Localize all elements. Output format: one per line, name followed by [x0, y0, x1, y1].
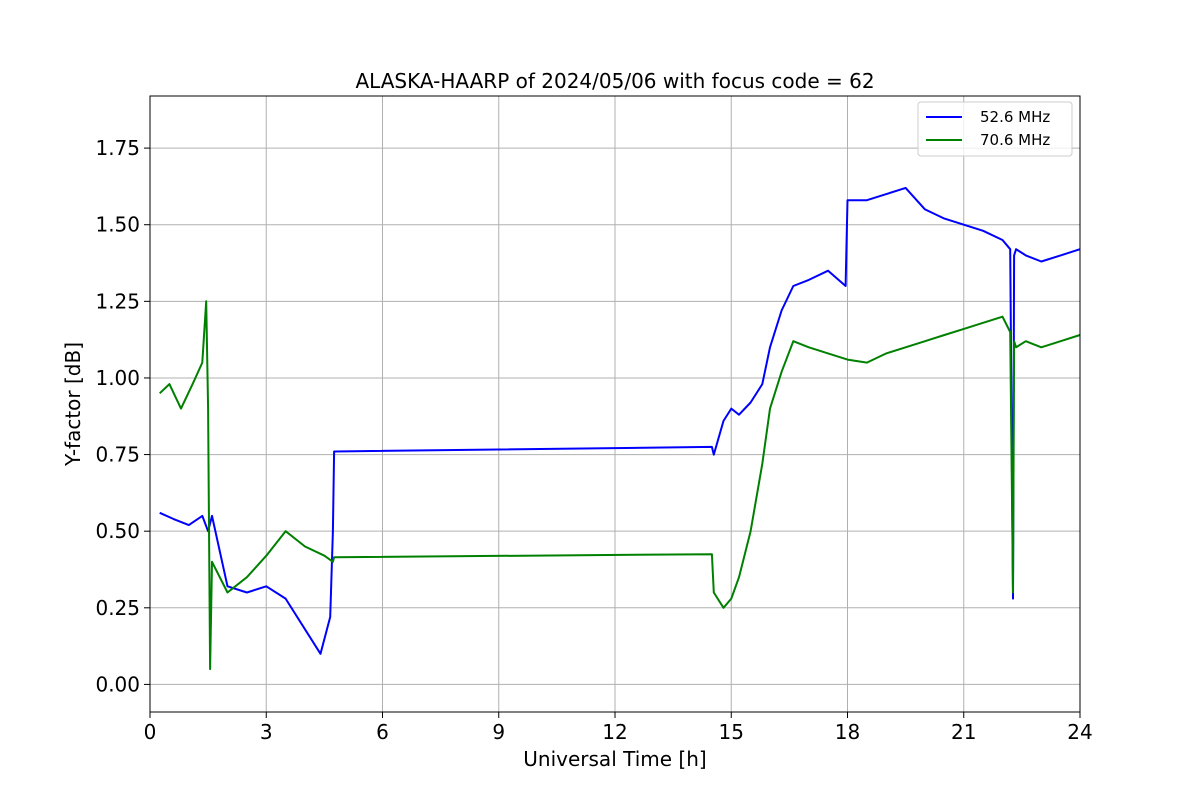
x-tick-label: 18: [835, 720, 860, 744]
y-tick-label: 0.25: [95, 596, 140, 620]
x-tick-label: 15: [719, 720, 744, 744]
y-tick-label: 0.50: [95, 519, 140, 543]
x-tick-label: 9: [492, 720, 505, 744]
y-tick-label: 1.25: [95, 289, 140, 313]
legend-label-52-6: 52.6 MHz: [980, 108, 1050, 126]
legend: 52.6 MHz 70.6 MHz: [917, 101, 1073, 157]
y-tick-label: 1.75: [95, 136, 140, 160]
y-axis: 0.00 0.25 0.50 0.75 1.00 1.25 1.50 1.75: [95, 136, 150, 696]
y-tick-label: 1.00: [95, 366, 140, 390]
y-tick-label: 0.00: [95, 672, 140, 696]
series-layer: [159, 186, 1081, 671]
x-tick-label: 12: [602, 720, 627, 744]
y-tick-label: 0.75: [95, 443, 140, 467]
series-line-52-6-mhz: [159, 186, 1081, 655]
y-axis-label: Y-factor [dB]: [61, 342, 85, 467]
y-tick-label: 1.50: [95, 213, 140, 237]
series-line-70-6-mhz: [159, 300, 1081, 671]
x-axis-label: Universal Time [h]: [523, 747, 706, 771]
x-tick-label: 6: [376, 720, 389, 744]
legend-label-70-6: 70.6 MHz: [980, 131, 1050, 149]
x-tick-label: 21: [951, 720, 976, 744]
x-tick-label: 3: [260, 720, 273, 744]
x-tick-label: 0: [144, 720, 157, 744]
x-axis: 0 3 6 9 12 15 18 21 24: [144, 712, 1093, 744]
x-tick-label: 24: [1067, 720, 1092, 744]
chart-title: ALASKA-HAARP of 2024/05/06 with focus co…: [355, 69, 874, 93]
legend-box: [917, 101, 1073, 157]
